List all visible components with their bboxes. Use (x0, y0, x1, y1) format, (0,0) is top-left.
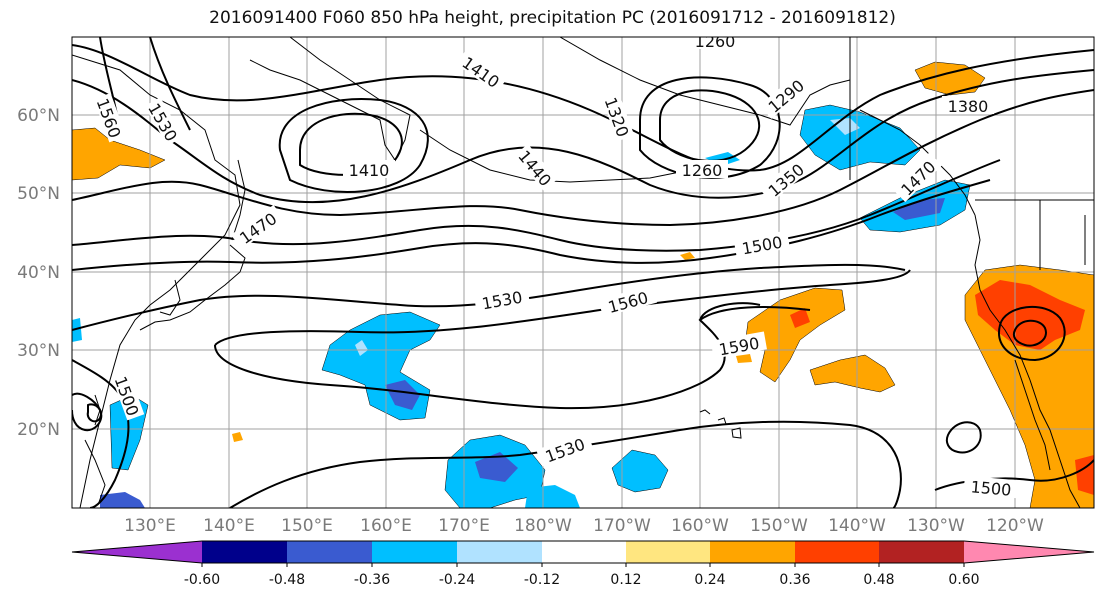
colorbar-tick-label: -0.12 (524, 572, 560, 588)
contour-label: 1260 (682, 161, 723, 180)
precip-region (736, 354, 752, 363)
colorbar-segment (964, 541, 1094, 563)
lon-label: 170°W (593, 516, 651, 536)
contour-label: 1500 (970, 477, 1012, 499)
contour-label: 1260 (695, 32, 736, 51)
precip-region (385, 380, 420, 410)
precip-region (475, 452, 518, 482)
map-frame (71, 36, 1095, 509)
precip-region (790, 308, 810, 328)
colorbar-segment (457, 541, 542, 563)
lon-label: 160°W (671, 516, 729, 536)
lat-label: 20°N (17, 420, 60, 440)
lon-label: 140°E (203, 516, 255, 536)
lat-label: 60°N (17, 106, 60, 126)
map-title: 2016091400 F060 850 hPa height, precipit… (209, 8, 896, 28)
precip-region (975, 280, 1085, 350)
precip-region (705, 152, 740, 166)
precip-region (100, 492, 145, 508)
precip-region (893, 198, 945, 220)
contour-label: 1410 (349, 161, 390, 180)
lat-label: 50°N (17, 184, 60, 204)
colorbar-tick-label: 0.48 (863, 572, 894, 588)
colorbar-segment (372, 541, 457, 563)
colorbar-segment (287, 541, 372, 563)
lat-label: 40°N (17, 263, 60, 283)
lon-label: 140°W (828, 516, 886, 536)
colorbar-segment (72, 541, 202, 563)
map-layers: 1260 1410 1320 1290 1380 1560 1530 1410 … (72, 32, 1094, 508)
colorbar-segment (202, 541, 287, 563)
colorbar-segment (542, 541, 626, 563)
latitude-labels: 60°N 50°N 40°N 30°N 20°N (17, 106, 60, 440)
colorbar-segment (879, 541, 964, 563)
colorbar-tick-label: 0.12 (610, 572, 641, 588)
precip-region (809, 354, 896, 393)
precip-region (72, 318, 82, 342)
precip-region (611, 449, 669, 493)
lon-label: 130°E (124, 516, 176, 536)
precip-region (232, 432, 243, 442)
precip-region (914, 61, 986, 96)
height-contours (72, 37, 1094, 508)
lon-label: 120°W (986, 516, 1044, 536)
colorbar-segment (626, 541, 710, 563)
colorbar-tick-label: -0.60 (184, 572, 220, 588)
colorbar-tick-label: 0.24 (694, 572, 725, 588)
precip-region (1050, 410, 1085, 445)
lon-label: 170°E (438, 516, 490, 536)
precip-region (680, 252, 695, 260)
colorbar-segment (710, 541, 795, 563)
lon-label: 130°W (907, 516, 965, 536)
colorbar-segment (795, 541, 879, 563)
colorbar-tick-label: -0.24 (439, 572, 475, 588)
lat-label: 30°N (17, 341, 60, 361)
colorbar-tick-label: -0.48 (269, 572, 305, 588)
contour-label: 1380 (948, 97, 989, 116)
lon-label: 150°W (750, 516, 808, 536)
lon-label: 150°E (281, 516, 333, 536)
colorbar: -0.60 -0.48 -0.36 -0.24 -0.12 0.12 0.24 … (71, 540, 1095, 588)
precip-region (355, 340, 368, 356)
lon-label: 160°E (360, 516, 412, 536)
colorbar-tick-label: 0.36 (779, 572, 810, 588)
colorbar-tick-label: -0.36 (354, 572, 390, 588)
colorbar-tick-label: 0.60 (948, 572, 979, 588)
longitude-labels: 130°E 140°E 150°E 160°E 170°E 180°W 170°… (124, 516, 1044, 536)
precip-region (72, 127, 166, 181)
lon-label: 180°W (514, 516, 572, 536)
precip-region (525, 485, 580, 508)
